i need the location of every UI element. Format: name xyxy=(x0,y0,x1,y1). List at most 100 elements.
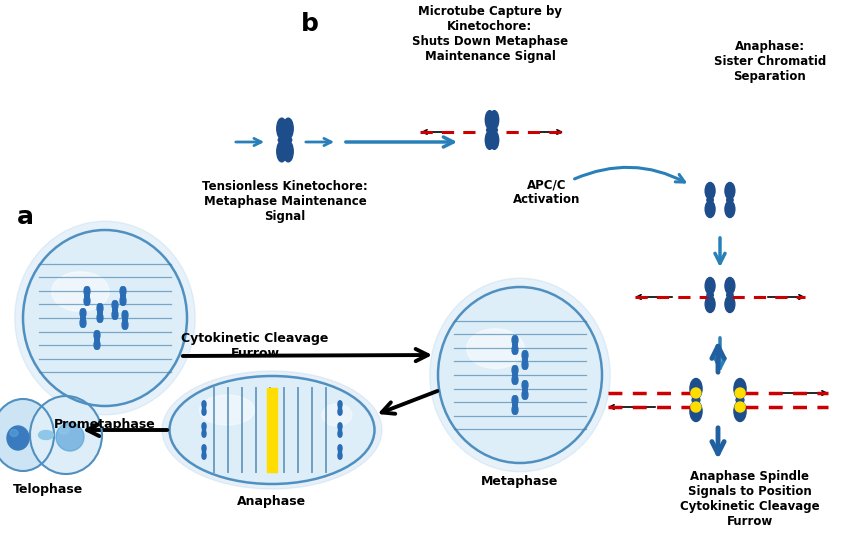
Text: Metaphase: Metaphase xyxy=(481,475,558,488)
Ellipse shape xyxy=(203,451,206,453)
Ellipse shape xyxy=(114,301,118,310)
Ellipse shape xyxy=(513,406,518,414)
Text: b: b xyxy=(301,12,319,36)
Ellipse shape xyxy=(86,296,90,305)
Ellipse shape xyxy=(113,309,116,311)
Ellipse shape xyxy=(10,429,18,436)
Ellipse shape xyxy=(97,304,101,312)
Ellipse shape xyxy=(512,396,516,405)
Ellipse shape xyxy=(285,137,292,143)
Ellipse shape xyxy=(23,230,187,406)
Ellipse shape xyxy=(692,396,700,404)
Ellipse shape xyxy=(123,319,127,321)
Ellipse shape xyxy=(81,317,83,319)
Ellipse shape xyxy=(56,423,84,451)
Ellipse shape xyxy=(338,401,341,408)
Ellipse shape xyxy=(80,309,84,317)
Ellipse shape xyxy=(338,451,341,453)
Ellipse shape xyxy=(522,361,526,369)
Ellipse shape xyxy=(513,366,518,374)
Ellipse shape xyxy=(96,339,99,341)
Ellipse shape xyxy=(7,426,29,450)
Ellipse shape xyxy=(512,336,516,345)
Ellipse shape xyxy=(339,408,342,415)
Ellipse shape xyxy=(339,451,342,453)
Ellipse shape xyxy=(202,423,205,430)
Ellipse shape xyxy=(523,359,527,361)
Ellipse shape xyxy=(490,111,499,129)
Ellipse shape xyxy=(38,430,54,440)
Ellipse shape xyxy=(112,301,116,310)
Ellipse shape xyxy=(734,401,746,422)
Ellipse shape xyxy=(338,445,341,452)
Ellipse shape xyxy=(99,304,103,312)
Ellipse shape xyxy=(169,376,375,484)
Ellipse shape xyxy=(487,128,497,132)
Ellipse shape xyxy=(113,309,117,311)
Ellipse shape xyxy=(202,408,205,415)
Ellipse shape xyxy=(124,319,128,321)
Ellipse shape xyxy=(112,310,116,319)
Ellipse shape xyxy=(512,345,516,354)
Ellipse shape xyxy=(122,287,126,295)
Ellipse shape xyxy=(691,388,701,398)
Ellipse shape xyxy=(202,401,205,408)
Ellipse shape xyxy=(514,404,518,406)
Ellipse shape xyxy=(339,423,342,430)
Ellipse shape xyxy=(203,452,206,459)
Ellipse shape xyxy=(84,296,88,305)
Ellipse shape xyxy=(85,295,89,297)
Ellipse shape xyxy=(513,404,517,406)
Ellipse shape xyxy=(485,111,494,129)
Ellipse shape xyxy=(279,138,292,142)
Ellipse shape xyxy=(513,376,518,384)
Ellipse shape xyxy=(513,336,518,345)
Ellipse shape xyxy=(124,311,128,320)
Text: Telophase: Telophase xyxy=(13,483,83,496)
Text: a: a xyxy=(16,205,33,229)
Ellipse shape xyxy=(82,318,86,327)
Ellipse shape xyxy=(202,407,205,409)
Ellipse shape xyxy=(94,339,98,341)
Ellipse shape xyxy=(202,407,206,408)
Ellipse shape xyxy=(339,452,342,459)
Ellipse shape xyxy=(203,445,206,452)
Ellipse shape xyxy=(524,359,527,361)
Ellipse shape xyxy=(513,374,516,376)
Ellipse shape xyxy=(706,296,715,312)
Ellipse shape xyxy=(203,407,206,409)
Ellipse shape xyxy=(339,445,342,452)
Ellipse shape xyxy=(338,407,341,409)
Ellipse shape xyxy=(338,429,341,431)
Ellipse shape xyxy=(524,389,527,391)
Ellipse shape xyxy=(339,401,342,408)
Ellipse shape xyxy=(82,309,86,317)
Ellipse shape xyxy=(735,402,745,412)
Text: Anaphase: Anaphase xyxy=(237,495,307,508)
Ellipse shape xyxy=(524,390,528,399)
Ellipse shape xyxy=(523,389,525,391)
Ellipse shape xyxy=(338,429,342,430)
Ellipse shape xyxy=(203,429,206,431)
Ellipse shape xyxy=(725,182,735,199)
Ellipse shape xyxy=(690,401,702,422)
Ellipse shape xyxy=(202,430,205,437)
Ellipse shape xyxy=(734,378,746,399)
Ellipse shape xyxy=(725,296,735,312)
Ellipse shape xyxy=(97,313,101,322)
Ellipse shape xyxy=(513,396,518,405)
Ellipse shape xyxy=(120,296,124,305)
Ellipse shape xyxy=(513,344,517,346)
Ellipse shape xyxy=(277,118,286,139)
Ellipse shape xyxy=(121,295,123,297)
Ellipse shape xyxy=(486,128,493,132)
Ellipse shape xyxy=(338,451,342,453)
Ellipse shape xyxy=(523,389,527,391)
Ellipse shape xyxy=(322,404,352,426)
Ellipse shape xyxy=(203,401,206,408)
Text: APC/C
Activation: APC/C Activation xyxy=(513,178,581,206)
Ellipse shape xyxy=(99,312,102,314)
Ellipse shape xyxy=(706,277,715,294)
Ellipse shape xyxy=(524,361,528,369)
Text: Cytokinetic Cleavage
Furrow: Cytokinetic Cleavage Furrow xyxy=(181,332,329,360)
